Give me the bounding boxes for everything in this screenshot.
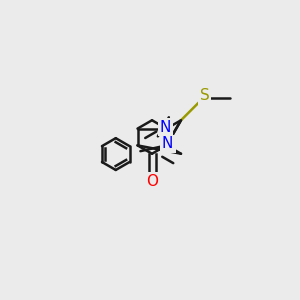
- Text: N: N: [162, 136, 173, 152]
- Text: N: N: [160, 120, 171, 135]
- Text: O: O: [146, 174, 158, 189]
- Text: N: N: [163, 136, 174, 152]
- Text: S: S: [200, 88, 209, 103]
